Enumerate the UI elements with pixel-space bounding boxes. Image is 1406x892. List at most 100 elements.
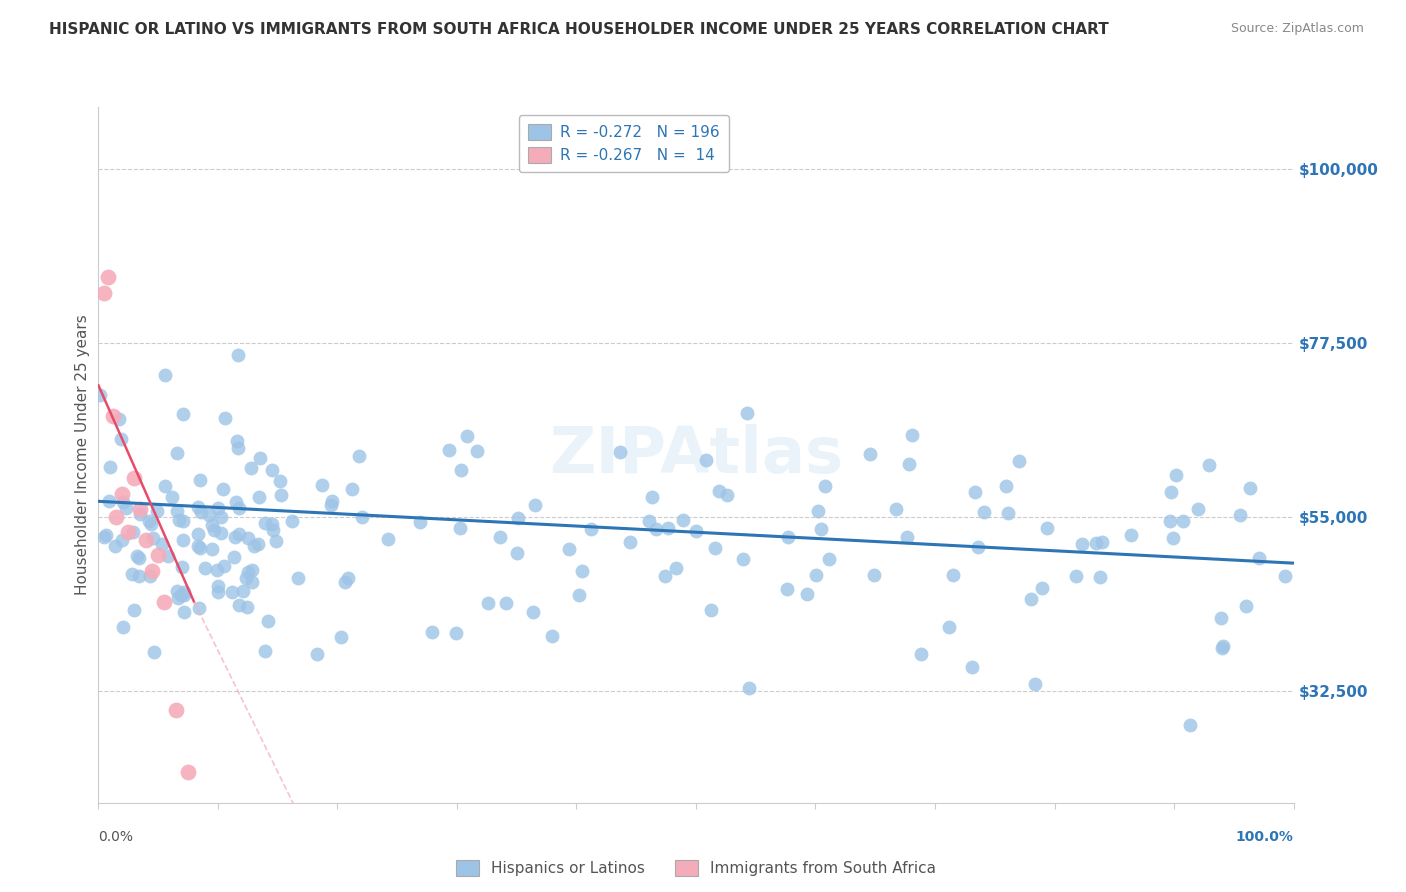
Legend: Hispanics or Latinos, Immigrants from South Africa: Hispanics or Latinos, Immigrants from So… — [447, 851, 945, 886]
Point — [281, 514, 304, 528]
Point — [160, 490, 183, 504]
Point — [188, 473, 211, 487]
Point — [167, 591, 190, 605]
Point — [139, 516, 162, 531]
Point — [117, 525, 139, 540]
Point — [202, 523, 225, 537]
Point — [172, 533, 194, 547]
Point — [1209, 611, 1232, 625]
Point — [93, 531, 115, 545]
Point — [207, 501, 229, 516]
Point — [896, 530, 918, 544]
Point — [1085, 536, 1108, 550]
Point — [141, 564, 163, 578]
Point — [224, 531, 246, 545]
Point — [93, 285, 115, 300]
Point — [973, 505, 995, 519]
Point — [450, 462, 472, 476]
Point — [699, 603, 721, 617]
Point — [166, 446, 188, 460]
Point — [685, 524, 707, 538]
Point — [707, 484, 730, 499]
Point — [963, 485, 986, 500]
Point — [166, 504, 188, 518]
Point — [467, 444, 489, 458]
Point — [115, 501, 138, 516]
Point — [142, 531, 165, 545]
Point — [240, 563, 263, 577]
Point — [236, 531, 259, 545]
Point — [340, 482, 363, 496]
Point — [172, 514, 194, 528]
Point — [862, 568, 884, 582]
Point — [859, 447, 882, 461]
Point — [125, 549, 148, 564]
Text: HISPANIC OR LATINO VS IMMIGRANTS FROM SOUTH AFRICA HOUSEHOLDER INCOME UNDER 25 Y: HISPANIC OR LATINO VS IMMIGRANTS FROM SO… — [49, 22, 1109, 37]
Point — [541, 629, 564, 643]
Point — [1247, 550, 1270, 565]
Point — [716, 488, 738, 502]
Point — [495, 596, 517, 610]
Point — [209, 509, 232, 524]
Point — [110, 432, 132, 446]
Point — [111, 533, 134, 547]
Point — [240, 574, 263, 589]
Point — [122, 603, 145, 617]
Point — [153, 479, 176, 493]
Point — [1187, 502, 1209, 516]
Point — [165, 703, 187, 717]
Point — [97, 494, 120, 508]
Point — [1161, 532, 1184, 546]
Point — [1274, 569, 1296, 583]
Point — [264, 533, 287, 548]
Point — [1091, 535, 1114, 549]
Point — [1236, 599, 1258, 613]
Point — [212, 559, 235, 574]
Point — [910, 647, 932, 661]
Point — [778, 531, 800, 545]
Point — [228, 598, 250, 612]
Point — [221, 585, 243, 599]
Point — [111, 486, 134, 500]
Point — [190, 541, 212, 555]
Point — [270, 475, 292, 489]
Point — [1019, 591, 1042, 606]
Point — [150, 537, 173, 551]
Point — [901, 427, 924, 442]
Point — [508, 511, 530, 525]
Text: Source: ZipAtlas.com: Source: ZipAtlas.com — [1230, 22, 1364, 36]
Point — [243, 539, 266, 553]
Text: ZIPAtlas: ZIPAtlas — [548, 424, 844, 486]
Point — [810, 522, 832, 536]
Point — [201, 542, 224, 557]
Point — [105, 509, 128, 524]
Point — [489, 530, 512, 544]
Point — [101, 409, 124, 424]
Point — [89, 388, 111, 402]
Point — [201, 517, 224, 532]
Point — [997, 506, 1019, 520]
Point — [146, 503, 169, 517]
Point — [187, 527, 209, 541]
Point — [246, 537, 269, 551]
Point — [938, 620, 960, 634]
Point — [1171, 514, 1194, 528]
Point — [619, 535, 641, 549]
Point — [247, 490, 270, 504]
Point — [108, 412, 131, 426]
Point — [187, 500, 209, 515]
Point — [124, 471, 146, 485]
Point — [1024, 677, 1046, 691]
Point — [641, 490, 664, 504]
Point — [657, 521, 679, 535]
Point — [128, 551, 150, 566]
Point — [135, 533, 157, 547]
Point — [522, 605, 544, 619]
Point — [207, 585, 229, 599]
Point — [408, 516, 430, 530]
Point — [1008, 454, 1031, 468]
Point — [333, 574, 356, 589]
Point — [311, 478, 333, 492]
Point — [228, 348, 250, 362]
Point — [321, 494, 343, 508]
